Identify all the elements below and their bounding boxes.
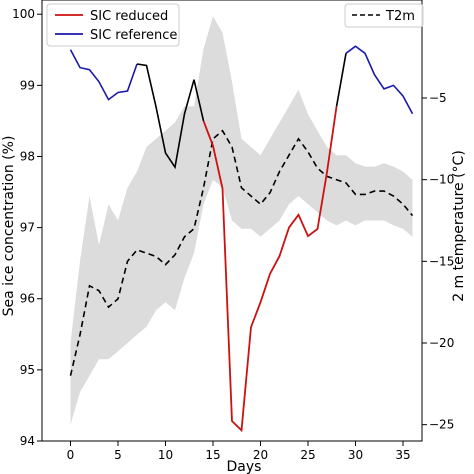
y-right-tick-label: −10 (429, 173, 454, 187)
y-right-tick-label: −5 (429, 91, 447, 105)
series-line-layer (69, 45, 414, 433)
legend-label-sic-reference: SIC reference (90, 28, 177, 43)
t2m-spread-band (70, 16, 413, 425)
sic-reference-line-base-early (136, 63, 205, 170)
x-tick-label: 0 (67, 448, 75, 462)
plot-frame (41, 0, 423, 442)
x-tick-label: 35 (395, 448, 410, 462)
x-axis-label: Days (227, 459, 262, 474)
y-left-tick-label: 100 (12, 7, 35, 21)
x-tick-label: 10 (158, 448, 173, 462)
legend-t2m-box (344, 3, 424, 28)
y-left-tick-label: 95 (20, 363, 35, 377)
x-tick-label: 25 (300, 448, 315, 462)
y-right-tick-layer: −25 −20 −15 −10 −5 (422, 91, 454, 432)
sic-reduced-line (202, 106, 338, 433)
x-tick-label: 5 (114, 448, 122, 462)
t2m-spread-band-layer (70, 16, 413, 425)
y-right-tick-label: −15 (429, 254, 454, 268)
y-left-tick-label: 99 (20, 78, 35, 92)
sic-reference-line-base-late (335, 53, 347, 107)
y-left-tick-label: 94 (20, 434, 35, 448)
y-left-tick-label: 98 (20, 149, 35, 163)
y-left-tick-layer: 94 95 96 97 98 99 100 (12, 7, 42, 448)
x-tick-label: 15 (205, 448, 220, 462)
t2m-line (69, 129, 414, 376)
legend-label-t2m: T2m (385, 9, 415, 24)
legend-label-sic-reduced: SIC reduced (90, 9, 168, 24)
y-right-tick-label: −20 (429, 336, 454, 350)
y-left-tick-label: 96 (20, 292, 35, 306)
y-left-tick-label: 97 (20, 221, 35, 235)
sic-reference-line-early (69, 49, 138, 101)
sic-reference-line-late (345, 45, 414, 115)
y-axis-right-label: 2 m temperature (°C) (451, 150, 467, 302)
y-right-tick-label: −25 (429, 418, 454, 432)
x-tick-label: 20 (253, 448, 268, 462)
legend-sic: SIC reduced SIC reference (46, 3, 180, 47)
x-tick-label: 30 (348, 448, 363, 462)
legend-t2m: T2m (344, 3, 424, 28)
y-axis-left-label: Sea ice concentration (%) (1, 136, 17, 317)
x-tick-layer: 0 5 10 15 20 25 30 35 (67, 441, 411, 462)
